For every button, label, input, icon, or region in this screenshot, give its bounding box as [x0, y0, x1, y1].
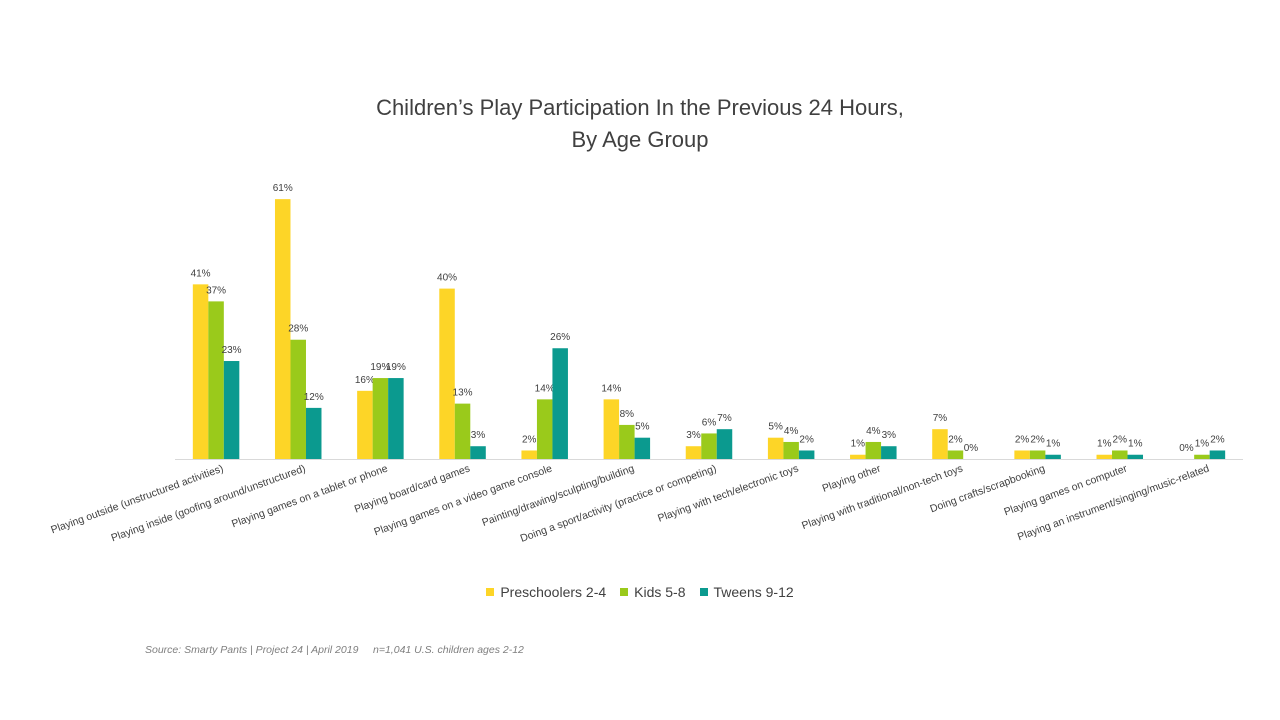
legend-swatch-preschoolers: [486, 588, 495, 596]
bar-tweens-9-12-10: [1045, 454, 1061, 459]
bar-kids-5-8-6: [701, 433, 717, 459]
bar-kids-5-8-0: [208, 301, 224, 459]
x-tick-label-7: Playing with tech/electronic toys: [656, 463, 800, 525]
data-label-kids-5-8-9: 2%: [948, 434, 963, 445]
data-label-tweens-9-12-12: 2%: [1210, 434, 1225, 445]
bar-tweens-9-12-1: [305, 407, 322, 459]
data-label-kids-5-8-5: 8%: [620, 409, 635, 420]
legend-label-tweens: Tweens 9-12: [713, 584, 794, 600]
bar-preschoolers-2-4-0: [192, 284, 209, 459]
data-label-kids-5-8-8: 4%: [866, 426, 881, 437]
data-label-kids-5-8-10: 2%: [1030, 434, 1045, 445]
data-label-kids-5-8-4: 14%: [535, 383, 555, 394]
data-label-tweens-9-12-7: 2%: [799, 434, 814, 445]
chart-title: Children’s Play Participation In the Pre…: [0, 92, 1280, 156]
data-label-tweens-9-12-5: 5%: [635, 422, 650, 433]
data-label-tweens-9-12-3: 3%: [471, 430, 486, 441]
legend-label-preschoolers: Preschoolers 2-4: [500, 584, 607, 600]
bar-kids-5-8-8: [865, 441, 882, 459]
data-label-tweens-9-12-10: 1%: [1046, 439, 1061, 450]
legend-item-kids: Kids 5-8: [620, 584, 686, 600]
data-label-tweens-9-12-1: 12%: [304, 392, 324, 403]
legend-item-tweens: Tweens 9-12: [699, 584, 794, 600]
bar-preschoolers-2-4-10: [1014, 450, 1030, 459]
data-label-preschoolers-2-4-2: 16%: [355, 375, 375, 386]
bar-tweens-9-12-0: [223, 361, 240, 459]
bar-kids-5-8-12: [1194, 454, 1210, 459]
data-label-tweens-9-12-8: 3%: [882, 430, 897, 441]
bar-preschoolers-2-4-2: [357, 390, 373, 459]
bar-preschoolers-2-4-4: [521, 450, 537, 459]
legend-label-kids: Kids 5-8: [634, 584, 686, 600]
bar-kids-5-8-2: [372, 378, 389, 459]
source-note: Source: Smarty Pants | Project 24 | Apri…: [145, 644, 524, 656]
legend-swatch-kids: [620, 588, 629, 596]
bar-preschoolers-2-4-5: [603, 399, 620, 459]
bar-kids-5-8-9: [947, 450, 964, 459]
data-label-kids-5-8-7: 4%: [784, 426, 799, 437]
data-label-kids-5-8-3: 13%: [453, 388, 473, 399]
bar-kids-5-8-1: [290, 339, 306, 459]
data-label-tweens-9-12-2: 19%: [386, 362, 406, 373]
data-label-tweens-9-12-0: 23%: [222, 345, 242, 356]
bar-tweens-9-12-5: [634, 437, 651, 459]
legend-swatch-tweens: [699, 588, 708, 596]
bar-tweens-9-12-8: [881, 446, 897, 459]
data-label-preschoolers-2-4-0: 41%: [191, 268, 211, 279]
x-tick-label-8: Playing other: [821, 462, 883, 494]
x-tick-label-9: Playing with traditional/non-tech toys: [800, 463, 964, 533]
bar-preschoolers-2-4-11: [1096, 454, 1113, 459]
data-label-tweens-9-12-6: 7%: [717, 413, 732, 424]
bar-preschoolers-2-4-7: [767, 437, 784, 459]
data-label-preschoolers-2-4-10: 2%: [1015, 434, 1030, 445]
bar-kids-5-8-5: [619, 424, 635, 459]
legend: Preschoolers 2-4 Kids 5-8 Tweens 9-12: [0, 584, 1280, 600]
chart-title-line-2: By Age Group: [571, 127, 709, 152]
data-label-kids-5-8-0: 37%: [206, 285, 226, 296]
bar-tweens-9-12-3: [470, 446, 486, 459]
bar-kids-5-8-10: [1029, 450, 1046, 459]
bar-preschoolers-2-4-9: [932, 429, 948, 459]
bar-kids-5-8-3: [454, 403, 471, 459]
data-label-kids-5-8-1: 28%: [288, 324, 308, 335]
bar-tweens-9-12-4: [552, 348, 568, 459]
data-label-kids-5-8-6: 6%: [702, 417, 717, 428]
data-label-kids-5-8-12: 1%: [1195, 439, 1210, 450]
bar-preschoolers-2-4-3: [439, 288, 455, 459]
data-label-preschoolers-2-4-8: 1%: [851, 439, 866, 450]
data-label-kids-5-8-2: 19%: [370, 362, 390, 373]
data-label-tweens-9-12-9: 0%: [964, 443, 979, 454]
data-label-kids-5-8-11: 2%: [1113, 434, 1128, 445]
data-label-preschoolers-2-4-6: 3%: [686, 430, 701, 441]
bar-preschoolers-2-4-1: [274, 199, 291, 459]
bar-tweens-9-12-12: [1209, 450, 1226, 459]
data-label-preschoolers-2-4-3: 40%: [437, 273, 457, 284]
data-label-preschoolers-2-4-12: 0%: [1179, 443, 1194, 454]
legend-item-preschoolers: Preschoolers 2-4: [486, 584, 606, 600]
bar-kids-5-8-11: [1112, 450, 1128, 459]
data-label-preschoolers-2-4-1: 61%: [273, 183, 293, 194]
data-label-preschoolers-2-4-11: 1%: [1097, 439, 1112, 450]
bar-preschoolers-2-4-6: [685, 446, 702, 459]
data-label-tweens-9-12-11: 1%: [1128, 439, 1143, 450]
bar-preschoolers-2-4-8: [850, 454, 866, 459]
bar-tweens-9-12-7: [798, 450, 815, 459]
data-label-preschoolers-2-4-9: 7%: [933, 413, 948, 424]
x-tick-label-2: Playing games on a tablet or phone: [230, 462, 389, 530]
chart-title-line-1: Children’s Play Participation In the Pre…: [376, 95, 904, 120]
bar-kids-5-8-7: [783, 441, 799, 459]
bar-tweens-9-12-2: [388, 378, 404, 459]
data-label-preschoolers-2-4-7: 5%: [768, 422, 783, 433]
bar-kids-5-8-4: [536, 399, 553, 459]
data-label-tweens-9-12-4: 26%: [550, 332, 570, 343]
data-label-preschoolers-2-4-5: 14%: [601, 383, 621, 394]
data-label-preschoolers-2-4-4: 2%: [522, 434, 537, 445]
bar-tweens-9-12-6: [716, 429, 733, 459]
bar-tweens-9-12-11: [1127, 454, 1144, 459]
